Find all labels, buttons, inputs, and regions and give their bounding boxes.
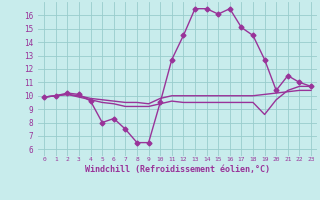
X-axis label: Windchill (Refroidissement éolien,°C): Windchill (Refroidissement éolien,°C) <box>85 165 270 174</box>
